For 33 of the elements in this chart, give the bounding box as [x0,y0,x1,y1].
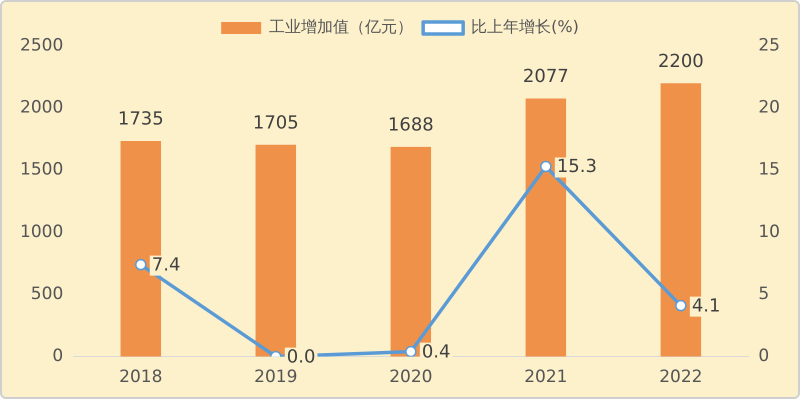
legend-label: 工业增加值（亿元） [269,17,414,36]
point [540,160,552,172]
y2-tick-label: 15 [758,160,780,180]
y-tick-label: 1000 [20,222,64,242]
x-tick-label: 2020 [389,367,432,388]
data-label: 2077 [522,66,569,88]
point [675,300,687,312]
y2-tick-label: 0 [758,346,770,366]
data-label: 2200 [658,50,704,72]
point [135,258,147,270]
point [405,346,417,357]
y2-tick-label: 25 [758,35,780,56]
y-tick-label: 2000 [20,98,64,118]
x-tick-label: 2021 [524,367,568,388]
data-label: 0.4 [422,341,450,362]
data-label: 1735 [118,108,164,130]
data-label: 0.0 [286,346,316,368]
x-tick-label: 2019 [254,367,298,388]
data-label: 1688 [388,114,434,136]
data-label: 15.3 [556,156,597,178]
y-tick-label: 500 [30,284,64,304]
x-tick-label: 2022 [659,367,702,388]
y-tick-label: 0 [52,346,64,366]
legend-label: 比上年增长(%) [471,17,579,36]
x-tick-label: 2018 [119,367,162,388]
data-label: 1705 [252,112,299,134]
y-tick-label: 1500 [20,160,64,180]
y2-tick-label: 5 [758,284,770,304]
y2-tick-label: 10 [758,222,780,242]
y-tick-label: 2500 [20,35,64,56]
data-label: 4.1 [692,295,720,316]
data-label: 7.4 [152,254,180,276]
y2-tick-label: 20 [758,98,780,118]
